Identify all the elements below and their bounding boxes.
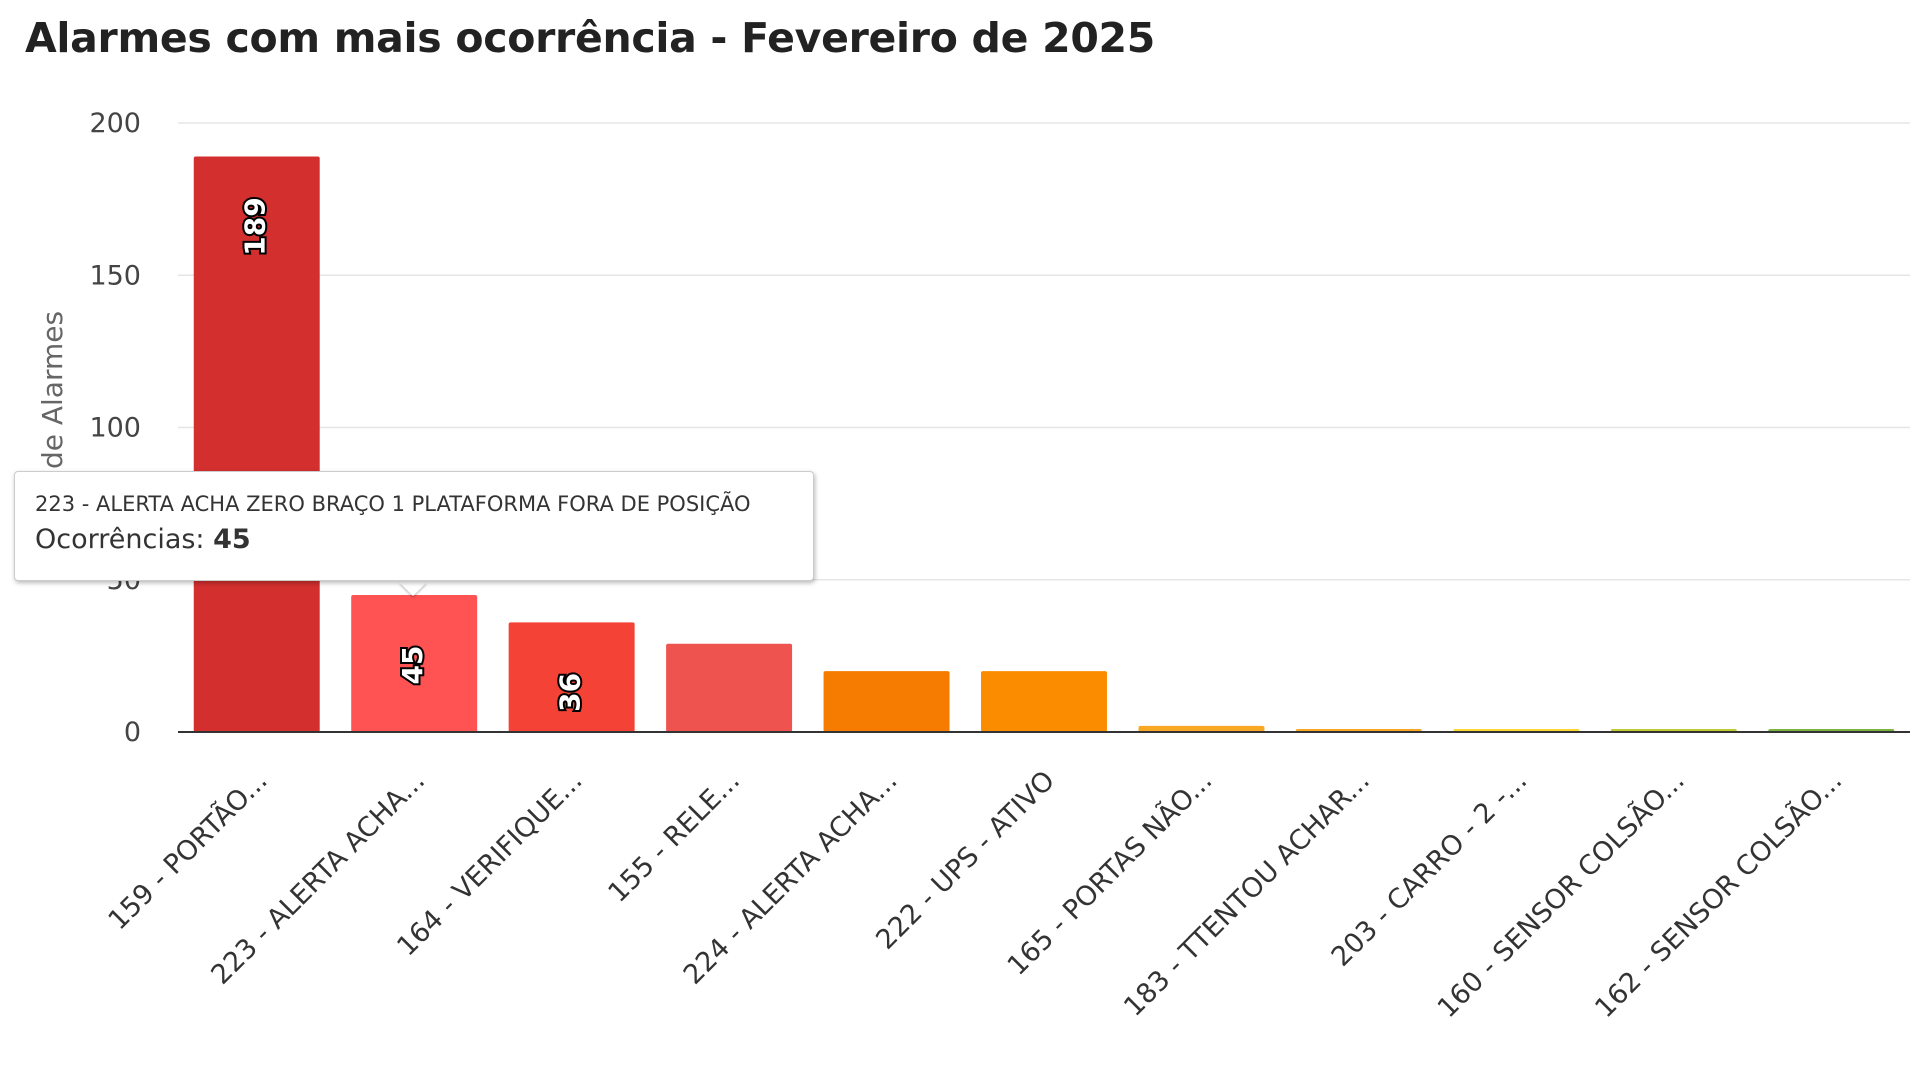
tooltip-title: 223 - ALERTA ACHA ZERO BRAÇO 1 PLATAFORM… xyxy=(35,492,751,516)
bar xyxy=(981,671,1107,732)
bar xyxy=(823,671,950,732)
y-tick-label: 100 xyxy=(89,413,141,444)
tooltip-label: Ocorrências: xyxy=(35,524,214,555)
bar xyxy=(508,622,635,732)
tooltip-arrow xyxy=(399,582,427,596)
y-tick-label: 0 xyxy=(124,717,141,748)
bar xyxy=(1138,725,1265,732)
bar-data-label: 36 xyxy=(554,673,587,712)
x-category-label: 160 - SENSOR COLSÃO... xyxy=(1431,764,1691,1024)
y-tick-label: 150 xyxy=(89,260,141,291)
tooltip: 223 - ALERTA ACHA ZERO BRAÇO 1 PLATAFORM… xyxy=(14,471,814,581)
y-tick-label: 200 xyxy=(89,108,141,139)
chart-title: Alarmes com mais ocorrência - Fevereiro … xyxy=(25,14,1155,62)
tooltip-value: 45 xyxy=(213,524,251,555)
x-category-label: 159 - PORTÃO... xyxy=(102,764,274,936)
x-category-label: 155 - RELE... xyxy=(602,765,746,909)
bar-data-label: 45 xyxy=(396,645,429,684)
bar-data-label: 189 xyxy=(239,197,272,255)
bar xyxy=(666,643,793,732)
tooltip-line: Ocorrências: 45 xyxy=(35,524,251,555)
y-axis-label: de Alarmes xyxy=(36,311,69,469)
bar xyxy=(193,156,320,732)
x-category-label: 222 - UPS - ATIVO xyxy=(870,765,1061,956)
x-category-label: 162 - SENSOR COLSÃO... xyxy=(1589,764,1849,1024)
bar xyxy=(351,594,478,732)
